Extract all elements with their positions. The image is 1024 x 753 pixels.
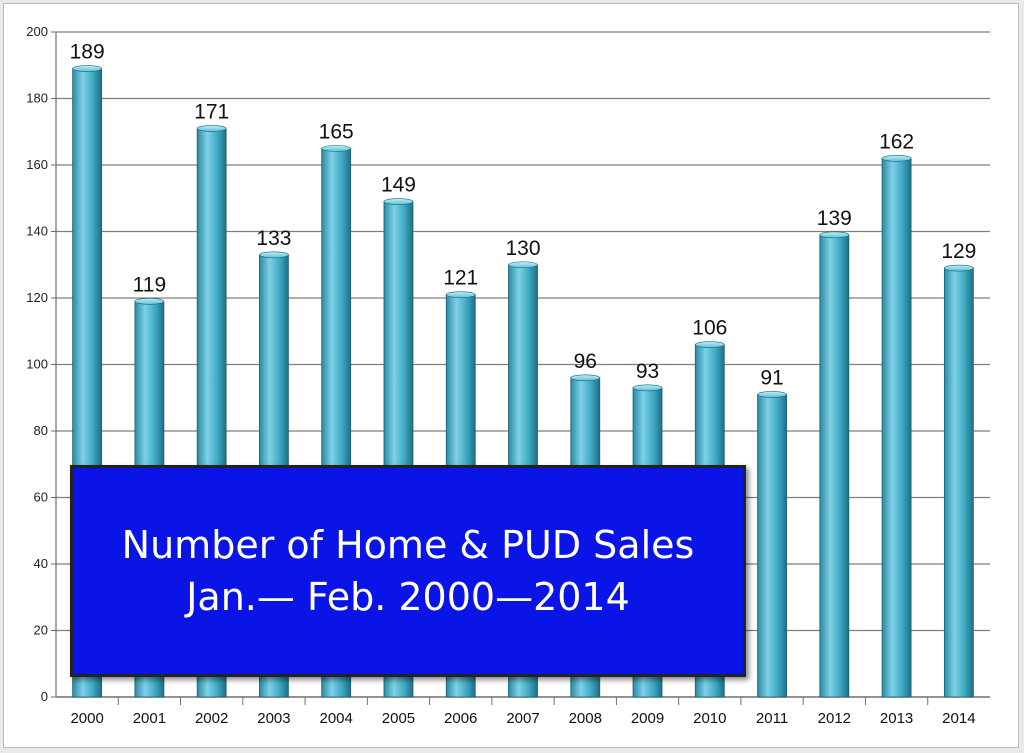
x-tick-label-2002: 2002 [195,710,228,727]
bar-cap-2003 [259,251,289,259]
x-tick-label-2008: 2008 [569,710,602,727]
bar-cap-2012 [819,231,850,239]
x-tick-label-2013: 2013 [880,710,913,727]
data-label-2007: 130 [505,237,540,260]
x-tick-label-2003: 2003 [257,710,290,727]
data-label-2003: 133 [256,227,291,250]
y-tick-label: 100 [26,357,48,372]
data-label-2012: 139 [817,207,852,230]
data-label-2010: 106 [692,317,727,340]
y-tick-label: 180 [26,91,48,106]
x-tick-label-2000: 2000 [70,710,103,727]
y-tick-label: 80 [34,423,48,438]
bar-cap-2011 [757,391,787,398]
bar-2012 [819,234,850,698]
x-tick-label-2004: 2004 [320,710,353,727]
x-tick-label-2011: 2011 [756,710,788,727]
x-tick-label-2005: 2005 [382,710,415,727]
bar-cap-2007 [508,261,538,269]
bar-cap-2008 [570,374,601,382]
y-axis-ticks: 0 20 40 60 80 100 120 140 160 180 200 [26,24,48,704]
x-axis-ticks: 2000 2001 2002 2003 2004 2005 2006 2007 2008 2009… [70,710,975,727]
bar-cap-2002 [196,125,227,132]
bar-cap-2005 [383,198,414,205]
x-tick-label-2014: 2014 [942,710,975,727]
x-tick-label-2012: 2012 [818,710,851,727]
data-label-2013: 162 [879,130,914,153]
x-tick-label-2006: 2006 [444,710,477,727]
data-label-2006: 121 [443,267,478,290]
bar-cap-2001 [134,298,165,305]
x-tick-label-2007: 2007 [506,710,539,727]
data-label-2004: 165 [319,120,354,143]
y-tick-label: 200 [26,24,48,39]
bar-2011 [757,394,787,698]
chart-frame: 0 20 40 60 80 100 120 140 160 180 200 189 119 171 133… [3,3,1019,748]
bar-cap-2010 [694,341,725,348]
y-tick-label: 20 [34,623,48,638]
y-tick-label: 160 [26,157,48,172]
bar-cap-2013 [881,155,912,162]
data-label-2002: 171 [194,100,229,123]
x-tick-label-2001: 2001 [133,710,166,727]
bar-cap-2009 [632,384,663,392]
data-label-2008: 96 [574,350,597,373]
x-tick-label-2010: 2010 [693,710,726,727]
data-label-2009: 93 [636,360,659,383]
data-label-2001: 119 [133,273,166,296]
y-tick-label: 120 [26,290,48,305]
bar-2013 [881,157,912,698]
chart-title: Number of Home & PUD Sales [121,523,695,567]
bar-cap-2006 [445,291,476,298]
y-tick-label: 140 [26,224,48,239]
bar-2014 [943,267,974,698]
data-label-2011: 91 [760,366,783,389]
bar-cap-2014 [944,264,974,272]
data-label-2000: 189 [70,41,105,64]
data-label-2014: 129 [941,240,976,263]
chart-subtitle: Jan.— Feb. 2000—2014 [186,575,630,619]
bar-cap-2000 [72,65,102,72]
bar-cap-2004 [321,145,352,152]
x-tick-label-2009: 2009 [631,710,664,727]
y-tick-label: 0 [41,689,48,704]
data-label-2005: 149 [381,174,416,197]
chart-title-box: Number of Home & PUD Sales Jan.— Feb. 20… [70,465,746,677]
y-tick-label: 40 [34,556,48,571]
y-tick-label: 60 [34,490,48,505]
data-labels: 189 119 171 133 165 149 121 130 96 93 106 91 139 162 1… [70,41,977,390]
